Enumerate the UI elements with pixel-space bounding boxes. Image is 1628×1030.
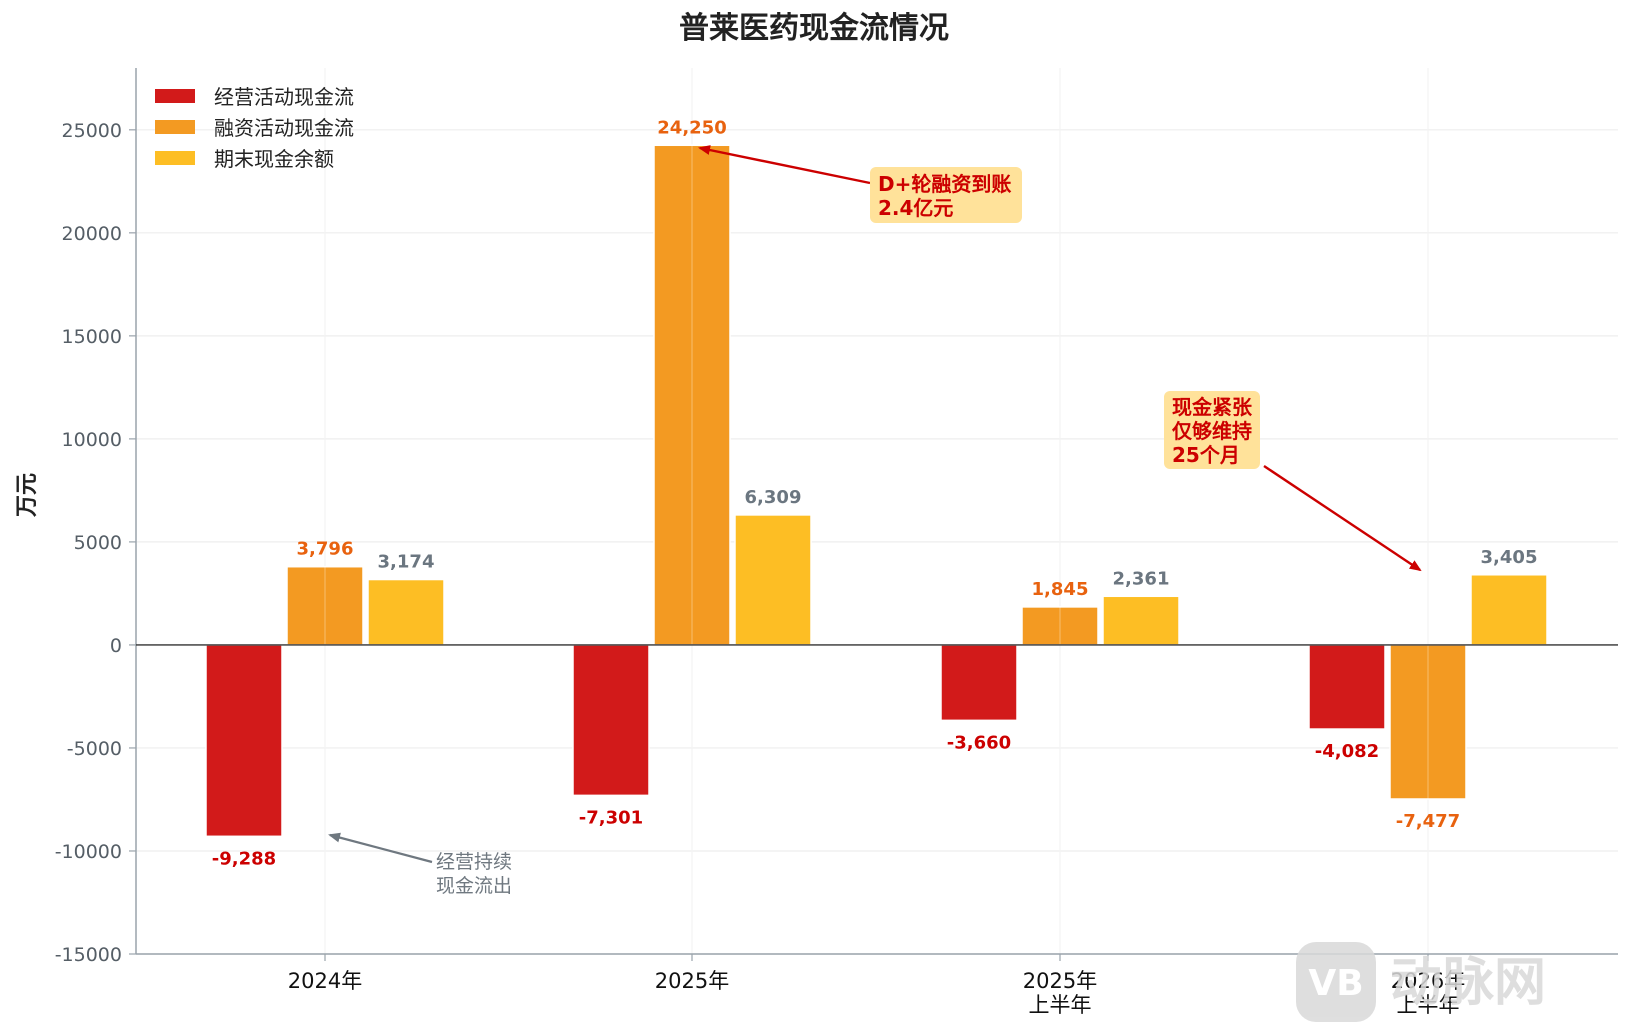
- annotation-operating-outflow: 经营持续 现金流出: [328, 832, 512, 897]
- bar-1-1: [205, 644, 283, 838]
- data-label: 24,250: [657, 117, 726, 138]
- y-axis-label: 万元: [14, 473, 40, 518]
- watermark-logo-badge: VB: [1308, 963, 1363, 1004]
- bar-2-4: [1389, 644, 1467, 800]
- annotation-operating-outflow-arrow: [328, 832, 433, 864]
- y-tick-label: 0: [110, 635, 122, 657]
- bar-1-3: [940, 644, 1018, 722]
- data-label: 3,174: [378, 552, 435, 573]
- annotation-operating-outflow-line-1: 经营持续: [436, 851, 512, 873]
- annotation-cash-tight-box: [1164, 391, 1260, 469]
- watermark-text: 动脉网: [1390, 953, 1546, 1013]
- x-tick-label: 2025年: [1023, 969, 1097, 993]
- y-tick-labels: 25000 20000 15000 10000 5000 0 -5000 -10000 -150…: [55, 120, 122, 966]
- chart-title: 普莱医药现金流情况: [679, 11, 949, 46]
- data-label: 3,405: [1481, 547, 1538, 568]
- watermark: VB 动脉网: [1296, 942, 1546, 1022]
- x-tick-label: 上半年: [1397, 993, 1460, 1017]
- bar-1-2: [572, 644, 650, 797]
- legend-swatch-cash: [155, 151, 195, 165]
- data-label: 2,361: [1113, 568, 1170, 589]
- legend-label-cash: 期末现金余额: [214, 147, 334, 171]
- annotation-financing-arrow: [698, 145, 871, 185]
- y-tick-label: 15000: [62, 326, 122, 348]
- bar-3-1: [367, 578, 445, 646]
- y-tick-label: 5000: [74, 532, 122, 554]
- annotation-financing-box: [870, 167, 1022, 223]
- bar-3-3: [1102, 595, 1180, 646]
- y-tick-label: -10000: [55, 841, 122, 863]
- annotation-cash-tight-arrow: [1263, 465, 1422, 572]
- bar-2-3: [1021, 606, 1099, 646]
- data-label: 1,845: [1032, 579, 1089, 600]
- data-label: -7,301: [579, 807, 643, 828]
- annotation-cash-tight-line-2: 仅够维持: [1172, 419, 1252, 443]
- x-tick-label: 2024年: [288, 969, 362, 993]
- annotation-cash-tight: 现金紧张 仅够维持 25个月: [1164, 391, 1422, 572]
- annotation-financing-line-1: D+轮融资到账: [878, 172, 1011, 196]
- data-label: -4,082: [1315, 741, 1379, 762]
- x-tick-label: 2026年: [1391, 969, 1465, 993]
- watermark-logo-icon: [1296, 942, 1376, 1022]
- annotation-operating-outflow-line-2: 现金流出: [436, 875, 512, 897]
- legend-swatch-operating: [155, 89, 195, 103]
- data-label: -9,288: [212, 848, 276, 869]
- x-tick-label: 上半年: [1029, 993, 1092, 1017]
- y-tick-label: -5000: [67, 738, 122, 760]
- y-tick-label: 10000: [62, 429, 122, 451]
- bar-3-2: [734, 514, 812, 646]
- y-tick-label: -15000: [55, 944, 122, 966]
- annotation-financing-line-2: 2.4亿元: [878, 196, 953, 220]
- annotation-cash-tight-line-3: 25个月: [1172, 443, 1240, 467]
- legend: 经营活动现金流 融资活动现金流 期末现金余额: [155, 85, 354, 171]
- y-tick-label: 20000: [62, 223, 122, 245]
- legend-label-financing: 融资活动现金流: [214, 116, 354, 140]
- bar-1-4: [1308, 644, 1386, 730]
- y-tick-label: 25000: [62, 120, 122, 142]
- legend-swatch-financing: [155, 120, 195, 134]
- legend-label-operating: 经营活动现金流: [214, 85, 354, 109]
- bar-2-1: [286, 565, 364, 646]
- data-label: -3,660: [947, 732, 1011, 753]
- bar-3-4: [1470, 574, 1548, 646]
- annotation-financing: D+轮融资到账 2.4亿元: [698, 145, 1022, 223]
- data-labels: -9,288 -7,301 -3,660 -4,082 3,796 24,250 1,845…: [212, 117, 1538, 869]
- data-label: 3,796: [297, 539, 354, 560]
- x-tick-label: 2025年: [655, 969, 729, 993]
- data-label: 6,309: [745, 487, 802, 508]
- annotation-cash-tight-line-1: 现金紧张: [1172, 395, 1253, 419]
- data-label: -7,477: [1396, 811, 1460, 832]
